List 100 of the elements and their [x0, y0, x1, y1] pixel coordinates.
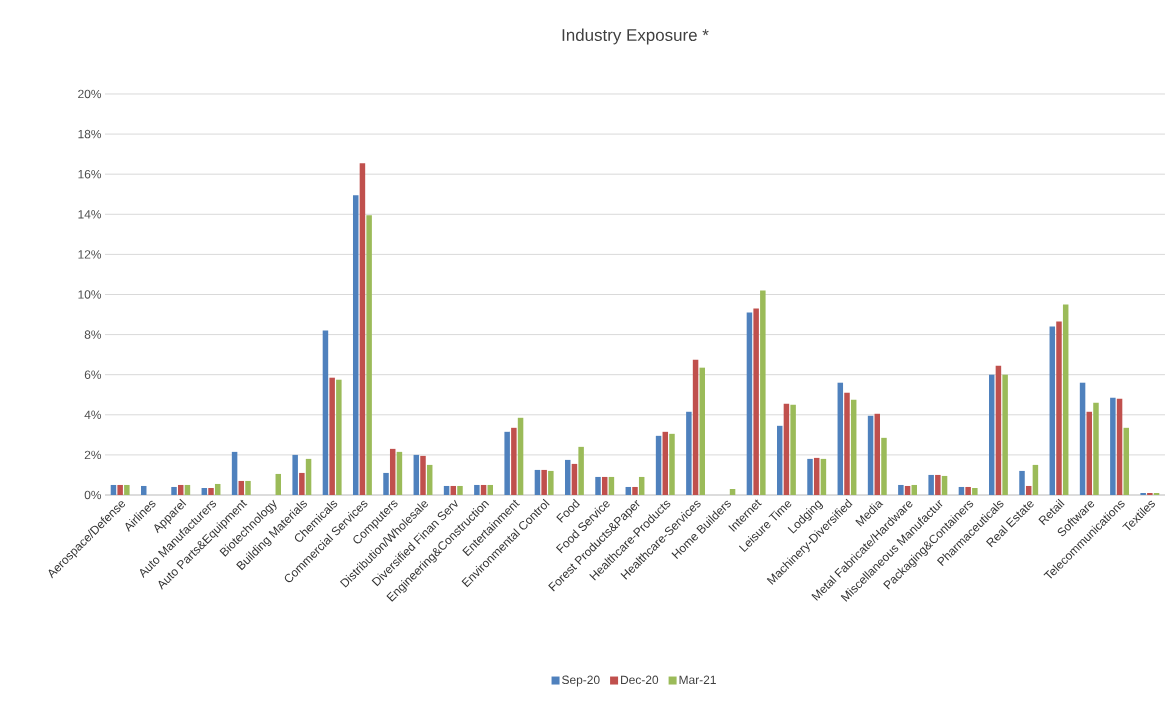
bar	[898, 484, 904, 495]
y-tick-label: 18%	[78, 129, 102, 139]
bar	[911, 484, 918, 495]
bar	[692, 359, 699, 495]
bar	[928, 474, 934, 495]
bar	[275, 473, 282, 495]
bar	[904, 485, 911, 495]
bar	[322, 330, 329, 495]
bar	[420, 455, 426, 495]
bar	[457, 485, 463, 495]
bar	[396, 451, 403, 495]
y-tick-label: 0%	[84, 490, 102, 500]
legend-label: Mar-21	[679, 675, 716, 685]
bar	[760, 290, 766, 495]
bar	[837, 382, 844, 495]
bar	[389, 448, 396, 495]
bar	[1093, 402, 1099, 495]
bar	[292, 454, 298, 495]
y-tick-label: 20%	[78, 89, 102, 99]
bar	[329, 377, 335, 495]
bar	[753, 308, 759, 495]
bar	[1049, 326, 1056, 495]
bar	[595, 476, 601, 495]
bar	[844, 392, 850, 495]
bar	[935, 474, 941, 495]
bar	[820, 458, 827, 495]
bar	[413, 454, 420, 495]
y-tick-label: 4%	[84, 410, 102, 419]
bar	[699, 367, 706, 495]
bar	[124, 484, 130, 495]
bar	[504, 431, 510, 495]
bar	[231, 451, 238, 495]
bar	[965, 486, 971, 495]
bar	[534, 469, 541, 495]
bar	[807, 458, 813, 495]
legend-label: Dec-20	[621, 675, 659, 685]
bar	[487, 484, 494, 495]
bar	[1086, 411, 1093, 495]
bar	[1110, 397, 1116, 495]
bar	[686, 411, 692, 495]
bar	[729, 488, 736, 495]
bar	[1025, 485, 1032, 495]
y-tick-label: 6%	[84, 370, 102, 379]
bar	[881, 437, 887, 495]
bar	[383, 472, 389, 495]
bar	[214, 483, 221, 495]
bar	[867, 415, 874, 495]
bar	[874, 413, 881, 495]
bar	[655, 435, 662, 495]
bar	[426, 464, 433, 495]
bar	[352, 195, 359, 495]
bar	[941, 475, 948, 495]
bar	[517, 417, 524, 495]
bar	[988, 374, 995, 495]
bar	[746, 312, 753, 495]
bar	[662, 431, 669, 495]
bar	[184, 484, 191, 495]
bar	[336, 379, 342, 495]
bar	[140, 485, 147, 495]
bar	[1123, 427, 1130, 495]
bar	[850, 399, 857, 495]
bar	[1116, 398, 1123, 495]
y-tick-label: 12%	[78, 250, 102, 259]
bar	[625, 486, 632, 495]
bar	[177, 484, 184, 495]
legend-label: Sep-20	[562, 675, 600, 687]
bar	[171, 486, 177, 495]
bar	[790, 404, 796, 495]
bar	[1002, 374, 1008, 495]
bar	[1032, 464, 1039, 495]
bar	[480, 484, 487, 495]
bar	[245, 480, 251, 495]
bar	[571, 463, 578, 495]
bar	[958, 486, 965, 495]
bar	[1153, 492, 1160, 495]
bar	[548, 470, 554, 495]
bar	[972, 487, 978, 495]
bar	[1147, 492, 1153, 495]
bar	[359, 163, 366, 495]
bar	[995, 365, 1002, 495]
bar	[813, 457, 820, 495]
bar	[1056, 321, 1062, 495]
bar	[208, 487, 214, 495]
bar	[601, 476, 608, 495]
bar	[1062, 304, 1069, 495]
bar	[1079, 382, 1086, 495]
bar	[305, 458, 312, 495]
bar	[474, 484, 480, 495]
bar	[110, 484, 117, 495]
bar	[117, 484, 123, 495]
bar	[443, 485, 450, 495]
bar	[299, 472, 305, 495]
bar	[632, 486, 638, 495]
bar	[201, 487, 208, 495]
bar	[1140, 492, 1146, 495]
bar	[366, 215, 372, 495]
chart-title: Industry Exposure *	[562, 28, 709, 45]
bar	[669, 433, 675, 495]
bar	[450, 485, 457, 495]
bar	[511, 427, 517, 495]
